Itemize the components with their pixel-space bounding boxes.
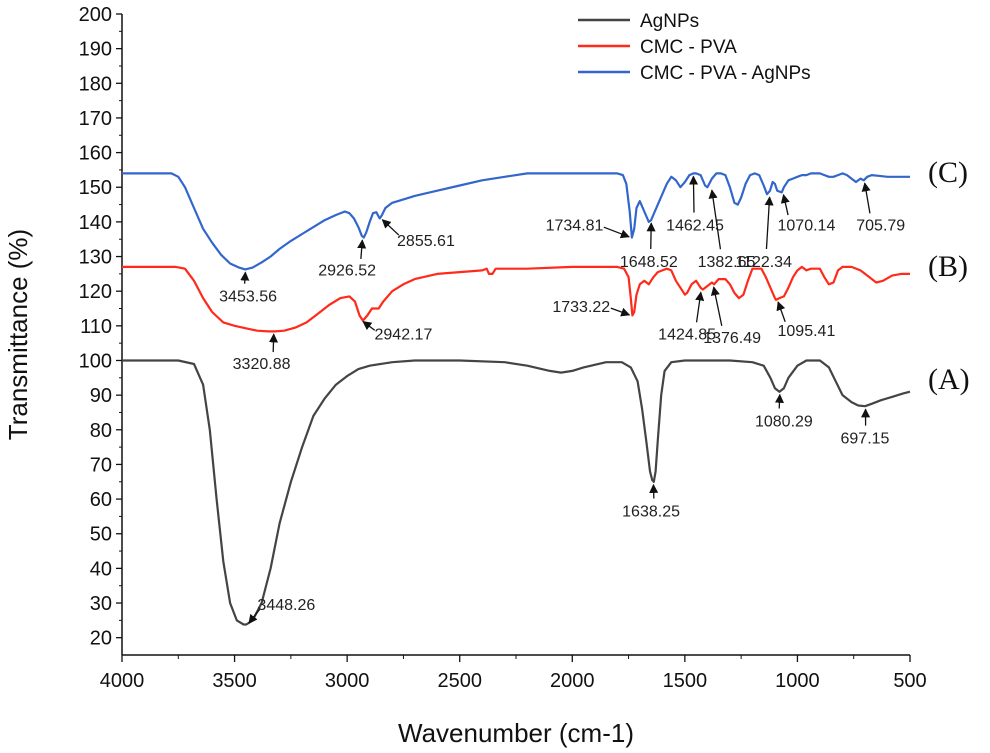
curve-tag: (B) [928,250,968,283]
series-line-1 [122,359,911,626]
peak-label: 2926.52 [318,263,376,280]
peak-label: 705.79 [856,218,905,235]
y-tick-label: 70 [90,454,112,476]
curve-tag: (C) [928,156,968,189]
x-tick-label: 4000 [100,670,145,692]
y-tick-label: 30 [90,593,112,615]
y-tick-label: 180 [79,73,112,95]
y-tick-label: 140 [79,212,112,234]
legend-label: CMC - PVA - AgNPs [640,63,811,84]
y-tick-label: 50 [90,524,112,546]
peak-label: 1070.14 [778,218,836,235]
series-layer [122,172,911,626]
y-tick-label: 40 [90,558,112,580]
peak-label: 1734.81 [546,218,604,235]
peak-label: 3448.26 [257,597,315,614]
peak-label: 697.15 [841,431,890,448]
y-tick-label: 110 [80,316,112,338]
y-tick-label: 80 [90,420,112,442]
peak-arrow [776,301,786,322]
y-tick-label: 60 [90,489,112,511]
x-tick-label: 1500 [663,670,708,692]
peak-label: 2855.61 [397,233,455,250]
legend: AgNPs CMC - PVA CMC - PVA - AgNPs [578,11,811,84]
peak-arrow [780,193,790,216]
y-tick-label: 150 [79,177,112,199]
y-tick-label: 130 [79,247,112,269]
peak-arrow [248,609,261,624]
curve-tag: (A) [928,363,970,396]
peak-arrow [774,393,784,409]
series-line-3 [122,172,910,271]
y-tick-label: 90 [90,385,112,407]
peak-arrow [362,320,376,331]
peak-label: 3320.88 [233,356,291,373]
peak-label: 1424.85 [658,327,716,344]
x-tick-label: 2500 [437,670,482,692]
x-tick-label: 2000 [550,670,595,692]
peak-arrow [710,286,723,327]
peak-arrow [268,333,279,353]
peak-arrow [695,291,705,323]
peak-label: 3453.56 [219,289,277,306]
peak-arrow [708,189,722,250]
peak-arrow [357,239,367,259]
y-tick-label: 200 [79,4,112,26]
y-tick-label: 120 [79,281,112,303]
y-tick-label: 20 [90,628,112,650]
annotations: (A) 3448.26 1638.25 1080.29 697.15 (B) 3320.88… [219,156,970,624]
x-tick-label: 3000 [325,670,370,692]
peak-label: 1382.65 [698,254,756,271]
peak-arrow [764,196,774,250]
peak-label: 1648.52 [620,254,678,271]
peak-label: 1462.45 [666,218,724,235]
peak-arrow [240,271,250,284]
y-tick-label: 160 [79,143,112,165]
peak-label: 1095.41 [778,323,836,340]
peak-arrow [688,175,699,213]
legend-label: AgNPs [640,11,699,32]
peak-arrow [603,226,630,239]
peak-label: 2942.17 [375,327,433,344]
legend-label: CMC - PVA [640,37,737,58]
peak-arrow [610,307,631,317]
peak-label: 1080.29 [755,413,813,430]
y-axis-title: Transmittance (%) [3,229,33,440]
peak-label: 1376.49 [703,330,761,347]
x-tick-label: 1000 [775,670,820,692]
x-axis-title: Wavenumber (cm-1) [398,718,634,748]
y-tick-label: 190 [79,39,112,61]
series-line-2 [122,265,910,333]
y-tick-label: 100 [79,350,112,372]
axes: 20 30 40 50 60 70 80 90 100 110 120 130 140 150 160 170… [79,4,927,692]
peak-label: 1733.22 [552,299,610,316]
peak-label: 1122.34 [735,254,792,271]
peak-label: 1638.25 [622,503,680,520]
y-tick-label: 170 [79,108,112,130]
x-tick-label: 3500 [212,670,257,692]
peak-arrow [861,182,871,214]
x-tick-label: 500 [893,670,926,692]
peak-arrow [381,219,400,236]
